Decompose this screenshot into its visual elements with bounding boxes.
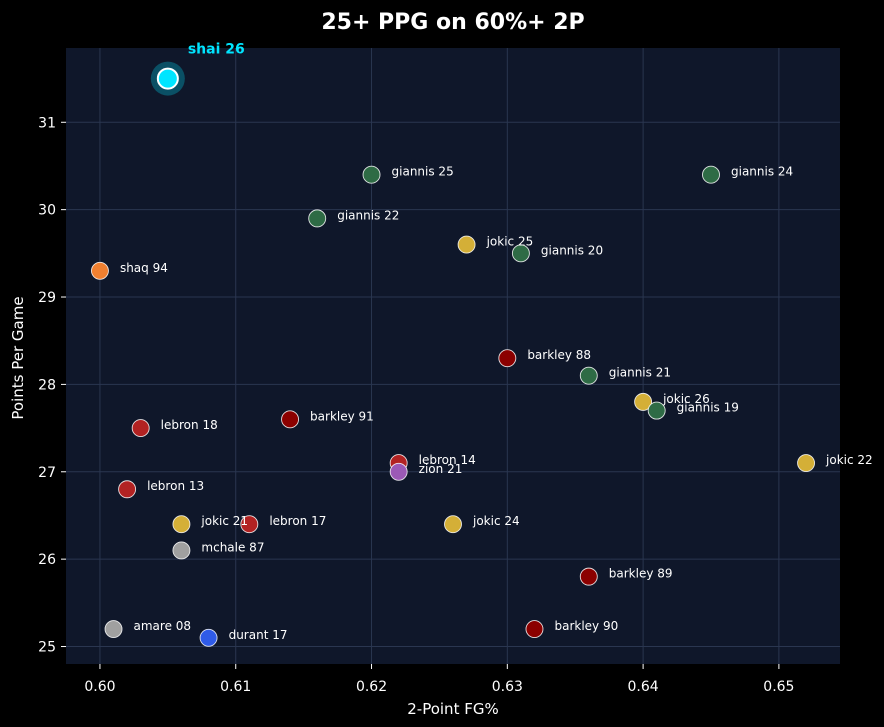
y-tick-label: 29 xyxy=(38,290,56,306)
data-point-zion xyxy=(389,462,408,481)
point-label: barkley 89 xyxy=(609,567,673,581)
x-tick-label: 0.65 xyxy=(763,679,794,695)
data-point-jokic xyxy=(444,515,462,534)
point-label: amare 08 xyxy=(134,619,192,633)
point-label: mchale 87 xyxy=(201,540,264,554)
data-point-lebron xyxy=(131,419,150,438)
point-label: lebron 17 xyxy=(269,514,326,528)
point-label: barkley 91 xyxy=(310,409,374,423)
data-point-jokic xyxy=(797,454,816,472)
x-tick-label: 0.61 xyxy=(220,679,251,695)
data-point-lebron xyxy=(240,515,259,534)
y-tick-label: 25 xyxy=(38,640,56,656)
point-label: giannis 25 xyxy=(392,165,454,179)
x-axis-label: 2-Point FG% xyxy=(407,700,498,718)
data-point-amare xyxy=(104,620,123,638)
point-label: zion 21 xyxy=(419,462,463,476)
chart-title: 25+ PPG on 60%+ 2P xyxy=(321,10,584,35)
highlight-point-label: shai 26 xyxy=(188,42,245,58)
highlight-point xyxy=(156,67,179,90)
plot-area xyxy=(66,48,840,664)
y-tick-label: 28 xyxy=(38,377,56,393)
y-tick-label: 26 xyxy=(38,552,56,568)
data-point-jokic xyxy=(634,392,653,411)
point-label: giannis 20 xyxy=(541,243,603,257)
data-point-barkley xyxy=(525,620,544,638)
grid xyxy=(66,48,840,664)
data-point-barkley xyxy=(281,410,300,429)
data-point-barkley xyxy=(498,349,517,368)
point-label: barkley 90 xyxy=(554,619,618,633)
y-axis-label: Points Per Game xyxy=(9,296,27,419)
data-point-giannis xyxy=(362,165,381,184)
data-point-giannis xyxy=(579,366,598,385)
data-point-giannis xyxy=(702,165,720,184)
x-tick-label: 0.63 xyxy=(492,679,523,695)
data-point-lebron xyxy=(118,480,137,499)
point-labels: giannis 25 giannis 24 giannis 22 jokic 25 gi… xyxy=(120,42,873,642)
point-label: jokic 21 xyxy=(200,514,248,528)
point-label: jokic 25 xyxy=(486,235,534,249)
data-point-giannis xyxy=(511,244,530,263)
point-label: durant 17 xyxy=(229,628,288,642)
y-tick-label: 27 xyxy=(38,465,56,481)
point-label: giannis 19 xyxy=(677,401,739,415)
y-tick-label: 30 xyxy=(38,203,56,219)
data-point-giannis xyxy=(308,209,327,228)
point-label: jokic 22 xyxy=(825,453,873,467)
data-points xyxy=(90,61,816,647)
data-point-barkley xyxy=(579,567,598,586)
point-label: barkley 88 xyxy=(527,348,591,362)
point-label: giannis 24 xyxy=(731,165,793,179)
data-point-durant xyxy=(199,628,218,647)
x-tick-label: 0.60 xyxy=(84,679,115,695)
point-label: jokic 26 xyxy=(662,392,710,406)
point-label: shaq 94 xyxy=(120,261,168,275)
point-label: lebron 14 xyxy=(419,453,476,467)
axis-ticks: 0.60 0.61 0.62 0.63 0.64 0.65 25 26 27 28 29 30 31 xyxy=(38,115,794,695)
x-tick-label: 0.64 xyxy=(628,679,659,695)
y-tick-label: 31 xyxy=(38,115,56,131)
data-point-jokic xyxy=(457,235,476,254)
point-label: lebron 18 xyxy=(161,418,218,432)
data-point-mchale xyxy=(172,541,191,560)
data-point-shaq xyxy=(90,261,109,280)
point-label: jokic 24 xyxy=(472,514,520,528)
data-point-giannis xyxy=(647,401,666,420)
x-tick-label: 0.62 xyxy=(356,679,387,695)
point-label: giannis 21 xyxy=(609,366,671,380)
data-point-jokic xyxy=(172,515,191,534)
point-label: giannis 22 xyxy=(337,208,399,222)
point-label: lebron 13 xyxy=(147,479,204,493)
